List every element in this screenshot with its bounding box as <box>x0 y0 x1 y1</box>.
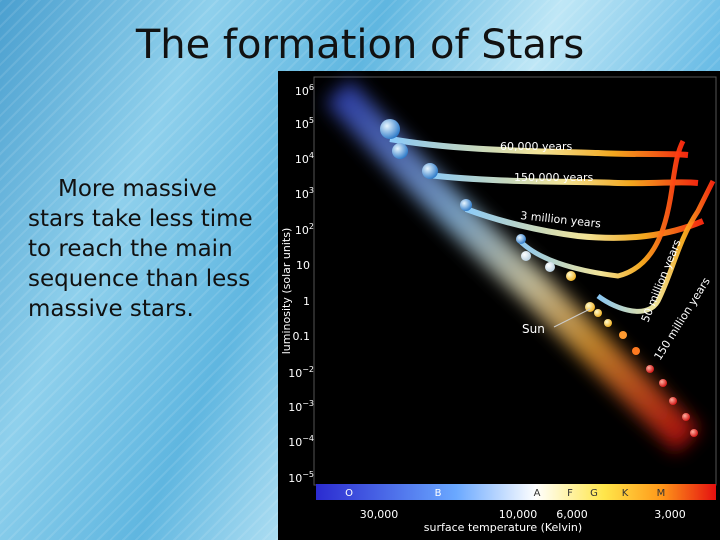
track-60000-years <box>389 136 689 158</box>
spectral-class-label: O <box>345 488 353 499</box>
y-tick-label: 10 <box>296 259 310 272</box>
sun-marker <box>585 302 595 312</box>
slide-body-text: More massive stars take less time to rea… <box>28 176 253 322</box>
evolutionary-tracks <box>389 136 716 314</box>
spectral-class-label: A <box>534 488 541 499</box>
y-tick-label: 10−3 <box>288 399 314 414</box>
x-axis-label: surface temperature (Kelvin) <box>424 521 582 534</box>
track-label-60000-years: 60,000 years <box>500 140 573 153</box>
track-50-million-years <box>516 139 686 279</box>
y-axis-label: luminosity (solar units) <box>280 228 293 355</box>
y-tick-label: 102 <box>295 222 314 237</box>
y-tick-label: 104 <box>295 151 314 166</box>
spectral-class-label: F <box>567 488 573 499</box>
spectral-class-label: B <box>435 488 442 499</box>
spectral-class-label: K <box>622 488 629 499</box>
sun-pointer-line <box>553 308 591 328</box>
spectral-class-label: G <box>590 488 598 499</box>
temperature-tick-label: 6,000 <box>556 508 588 521</box>
y-tick-label: 1 <box>303 295 310 308</box>
sun-label: Sun <box>522 322 545 336</box>
temperature-tick-label: 3,000 <box>654 508 686 521</box>
y-tick-label: 10−2 <box>288 365 314 380</box>
y-tick-label: 10−4 <box>288 434 314 449</box>
y-tick-label: 106 <box>295 83 314 98</box>
track-label-50-million-years: 50 million years <box>639 238 684 325</box>
hr-diagram-image: luminosity (solar units) 106 105 104 103 102… <box>278 71 720 540</box>
main-sequence-stars <box>380 119 698 437</box>
y-tick-label: 10−5 <box>288 470 314 485</box>
spectral-class-bar <box>316 484 716 500</box>
y-tick-label: 105 <box>295 116 314 131</box>
track-label-150000-years: 150,000 years <box>514 171 594 184</box>
spectral-class-label: M <box>657 488 666 499</box>
temperature-tick-label: 10,000 <box>499 508 538 521</box>
track-3-million-years <box>464 206 705 241</box>
y-tick-label: 0.1 <box>293 330 311 343</box>
temperature-tick-label: 30,000 <box>360 508 399 521</box>
hr-diagram-canvas: luminosity (solar units) 106 105 104 103 102… <box>280 76 717 534</box>
temperature-ticks: 30,000 10,000 6,000 3,000 <box>360 508 686 521</box>
y-tick-label: 103 <box>295 186 314 201</box>
track-150-million-years <box>596 179 716 314</box>
slide-title: The formation of Stars <box>135 22 585 68</box>
